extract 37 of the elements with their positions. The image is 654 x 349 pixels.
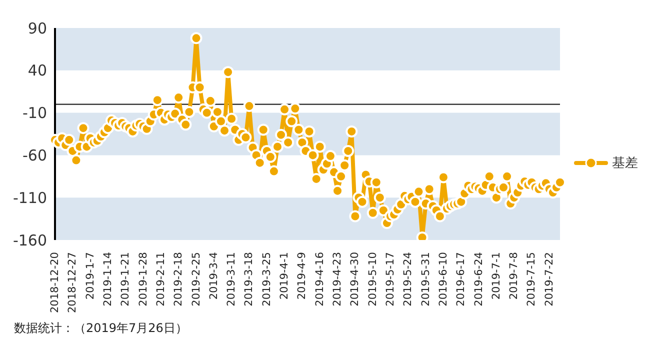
x-tick-label: 2019-4-9 — [296, 252, 308, 300]
x-tick-label: 2019-6-17 — [455, 252, 468, 306]
legend-label: 基差 — [612, 155, 638, 172]
x-tick-label: 2019-1-21 — [120, 252, 132, 306]
y-tick-label: -160 — [12, 231, 47, 250]
x-tick-label: 2019-7-1 — [490, 252, 502, 300]
x-tick-label: 2019-1-28 — [137, 252, 150, 306]
x-tick-label: 2019-4-23 — [332, 252, 344, 306]
x-tick-label: 2019-3-25 — [260, 252, 273, 306]
x-tick-label: 2019-7-22 — [543, 252, 556, 306]
x-tick-label: 2019-2-11 — [154, 252, 167, 306]
x-tick-label: 2019-1-14 — [102, 252, 114, 306]
x-tick-label: 2019-2-18 — [172, 252, 185, 306]
x-tick-label: 2018-12-27 — [66, 252, 79, 314]
x-tick-label: 2019-3-11 — [226, 252, 238, 306]
y-tick-label: 40 — [28, 62, 47, 80]
x-tick-label: 2019-3-18 — [243, 252, 256, 306]
x-tick-label: 2019-2-25 — [190, 252, 202, 306]
y-tick-label: -110 — [12, 188, 47, 207]
x-tick-label: 2019-5-17 — [384, 252, 396, 306]
y-tick-label: -60 — [22, 146, 47, 165]
x-tick-label: 2019-5-10 — [366, 252, 379, 306]
x-tick-label: 2019-5-31 — [420, 252, 432, 306]
y-tick-label: 90 — [28, 19, 47, 38]
x-tick-label: 2019-7-8 — [508, 252, 520, 300]
x-tick-label: 2018-12-20 — [49, 252, 61, 314]
x-tick-label: 2019-5-24 — [402, 252, 414, 306]
x-tick-label: 2019-3-4 — [208, 252, 220, 300]
x-tick-label: 2019-1-7 — [84, 252, 96, 300]
x-tick-label: 2019-4-16 — [314, 252, 326, 306]
x-tick-label: 2019-6-24 — [472, 252, 485, 306]
text: 数据统计：（2019年7月26日） — [14, 320, 188, 337]
x-tick-label: 2019-4-30 — [349, 252, 362, 306]
x-tick-label: 2019-6-10 — [437, 252, 450, 306]
y-tick-label: -10 — [22, 104, 47, 122]
x-tick-label: 2019-7-15 — [526, 252, 538, 306]
x-tick-label: 2019-4-1 — [278, 252, 291, 300]
